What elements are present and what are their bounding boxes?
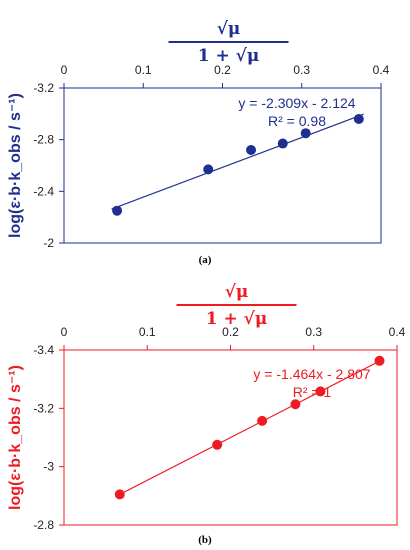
x-tick-label: 0.3 — [293, 63, 310, 77]
y-tick-label: -3.2 — [33, 81, 54, 95]
x-tick-label: 0 — [61, 325, 68, 339]
data-point — [257, 415, 268, 426]
chart-panel-a: √μ1 + √μ√μ / (1 + √μ)0 0.1 0.2 0.3 0.4-2-2.4… — [7, 19, 390, 266]
y-tick-label: -3 — [43, 460, 54, 474]
data-point — [374, 355, 385, 366]
y-tick-label: -2.4 — [33, 184, 54, 198]
x-tick-label: 0.1 — [139, 325, 156, 339]
data-point — [246, 145, 257, 155]
data-point — [300, 128, 311, 139]
y-axis-title: log(ε·b·k_obs / s⁻¹) — [7, 365, 24, 510]
data-point — [290, 399, 301, 410]
y-tick-label: -3.2 — [33, 401, 54, 415]
x-tick-label: 0.4 — [389, 325, 406, 339]
panel-label: (a) — [199, 254, 212, 266]
x-axis-title-denominator: 1 + √μ — [198, 46, 260, 66]
y-tick-label: -3.4 — [33, 343, 54, 357]
data-point — [277, 138, 288, 149]
chart-panel-b: √μ1 + √μ√μ / (1 + √μ)0 0.1 0.2 0.3 0.4-2.8-3… — [7, 282, 406, 546]
r-squared-label: R² = 0.98 — [268, 113, 326, 129]
y-tick-label: -2.8 — [33, 133, 54, 147]
x-tick-label: 0.1 — [135, 63, 152, 77]
x-tick-label: 0 — [61, 63, 68, 77]
data-point — [212, 439, 223, 450]
y-tick-label: -2.8 — [33, 518, 54, 532]
trendline — [119, 360, 380, 495]
data-point — [114, 489, 125, 500]
x-tick-label: 0.4 — [373, 63, 390, 77]
data-point — [353, 114, 364, 124]
x-axis-title: √μ1 + √μ√μ / (1 + √μ) — [168, 19, 289, 66]
x-axis-title-numerator: √μ — [217, 19, 241, 39]
x-axis-title-denominator: 1 + √μ — [206, 309, 268, 329]
data-point — [203, 164, 214, 175]
x-axis-title-numerator: √μ — [225, 282, 249, 302]
data-point — [315, 386, 326, 397]
panel-label: (b) — [198, 534, 212, 546]
data-point — [112, 205, 123, 216]
r-squared-label: R² = 1 — [293, 384, 332, 400]
y-tick-label: -2 — [43, 236, 54, 250]
x-tick-label: 0.2 — [222, 325, 239, 339]
trendline — [111, 113, 364, 210]
x-tick-label: 0.3 — [305, 325, 322, 339]
y-axis-title: log(ε·b·k_obs / s⁻¹) — [7, 93, 24, 238]
trendline-equation: y = -2.309x - 2.124 — [238, 95, 355, 111]
trendline-equation: y = -1.464x - 2.807 — [253, 366, 370, 382]
plot-frame — [63, 87, 382, 244]
x-axis-title: √μ1 + √μ√μ / (1 + √μ) — [176, 282, 297, 329]
x-tick-label: 0.2 — [214, 63, 231, 77]
